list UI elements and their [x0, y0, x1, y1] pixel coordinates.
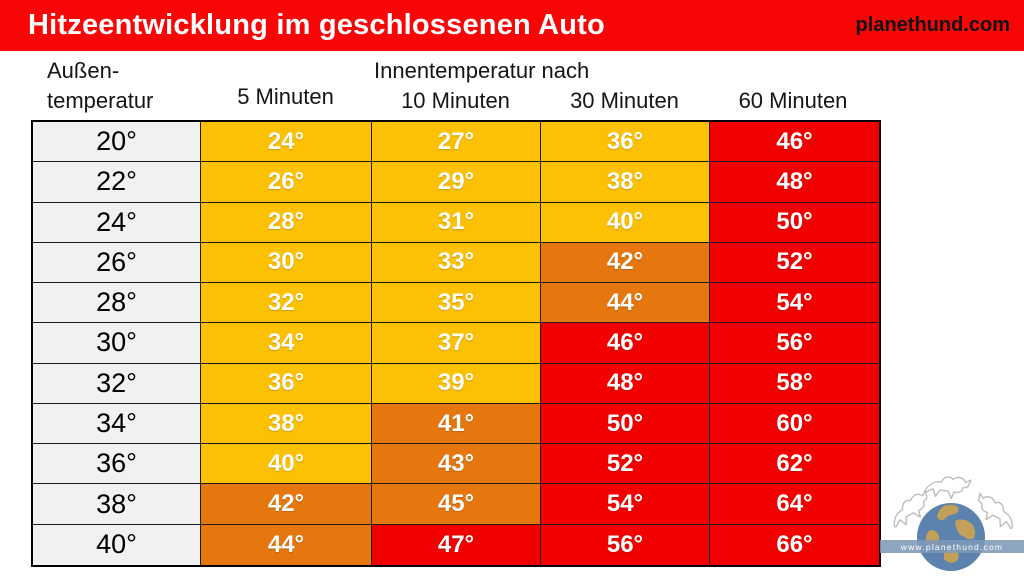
- column-header-5min: 5 Minuten: [237, 84, 334, 109]
- row-header-cell: 40°: [33, 524, 201, 565]
- table-cell: 44°: [541, 283, 710, 324]
- row-axis-label-line1: Außen-: [47, 58, 120, 83]
- table-cell: 58°: [710, 363, 879, 404]
- table-cell: 27°: [372, 122, 541, 163]
- column-header-10min: 10 Minuten: [401, 88, 510, 113]
- row-header-cell: 24°: [33, 202, 201, 243]
- table-cell: 30°: [201, 242, 372, 284]
- table-cell: 64°: [710, 484, 879, 525]
- table-cell: 40°: [541, 202, 710, 243]
- row-header-cell: 36°: [33, 444, 201, 485]
- table-cell: 36°: [201, 363, 372, 404]
- column-header-30min: 30 Minuten: [570, 88, 679, 113]
- table-cell: 38°: [201, 403, 372, 445]
- column-group-label: Innentemperatur nach: [374, 58, 590, 83]
- table-cell: 56°: [710, 323, 879, 364]
- logo-banner-text: www.planethund.com: [900, 542, 1003, 552]
- table-header-zone: Außen- temperatur Innentemperatur nach 5…: [0, 51, 1024, 120]
- table-cell: 34°: [201, 323, 372, 364]
- table-cell: 54°: [541, 484, 710, 525]
- table-cell: 36°: [541, 122, 710, 163]
- row-header-cell: 26°: [33, 242, 201, 284]
- table-cell: 35°: [372, 283, 541, 324]
- table-cell: 39°: [372, 363, 541, 404]
- table-cell: 56°: [541, 524, 710, 565]
- heat-table: 20° 24° 27° 36° 46° 22° 26° 29° 38° 48° 24° 28° 31° 4…: [31, 120, 881, 567]
- table-cell: 46°: [541, 323, 710, 364]
- table-cell: 46°: [710, 122, 879, 163]
- table-cell: 54°: [710, 283, 879, 324]
- column-header-60min: 60 Minuten: [738, 88, 848, 113]
- table-cell: 60°: [710, 403, 879, 445]
- table-cell: 62°: [710, 444, 879, 485]
- row-header-cell: 22°: [33, 162, 201, 203]
- table-cell: 26°: [201, 162, 372, 203]
- table-cell: 29°: [372, 162, 541, 203]
- table-cell: 33°: [372, 242, 541, 284]
- table-cell: 41°: [372, 403, 541, 445]
- site-name: planethund.com: [855, 14, 1010, 36]
- table-cell: 42°: [541, 242, 710, 284]
- table-cell: 52°: [541, 444, 710, 485]
- row-header-cell: 28°: [33, 283, 201, 324]
- table-cell: 31°: [372, 202, 541, 243]
- table-cell: 43°: [372, 444, 541, 485]
- table-cell: 45°: [372, 484, 541, 525]
- table-cell: 44°: [201, 524, 372, 565]
- row-header-cell: 20°: [33, 122, 201, 163]
- table-cell: 47°: [372, 524, 541, 565]
- table-cell: 52°: [710, 242, 879, 284]
- table-cell: 50°: [541, 403, 710, 445]
- logo-banner: www.planethund.com: [880, 540, 1024, 553]
- planethund-logo: www.planethund.com: [880, 476, 1024, 571]
- table-cell: 48°: [541, 363, 710, 404]
- table-cell: 66°: [710, 524, 879, 565]
- globe-icon: [917, 503, 985, 571]
- row-header-cell: 34°: [33, 403, 201, 445]
- dog-outline-icons: [893, 476, 1013, 530]
- table-cell: 32°: [201, 283, 372, 324]
- table-cell: 28°: [201, 202, 372, 243]
- table-cell: 42°: [201, 484, 372, 525]
- table-cell: 48°: [710, 162, 879, 203]
- row-axis-label-line2: temperatur: [47, 88, 154, 113]
- row-header-cell: 30°: [33, 323, 201, 364]
- row-header-cell: 32°: [33, 363, 201, 404]
- table-cell: 40°: [201, 444, 372, 485]
- table-cell: 50°: [710, 202, 879, 243]
- table-cell: 24°: [201, 122, 372, 163]
- row-header-cell: 38°: [33, 484, 201, 525]
- table-cell: 38°: [541, 162, 710, 203]
- page-title: Hitzeentwicklung im geschlossenen Auto: [28, 9, 605, 41]
- title-bar: Hitzeentwicklung im geschlossenen Auto p…: [0, 0, 1024, 51]
- table-cell: 37°: [372, 323, 541, 364]
